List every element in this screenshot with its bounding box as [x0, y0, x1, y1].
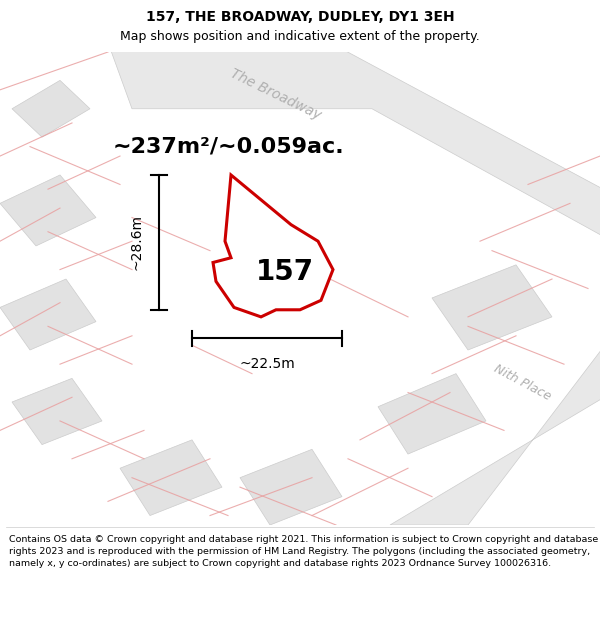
Polygon shape: [378, 374, 486, 454]
Text: 157, THE BROADWAY, DUDLEY, DY1 3EH: 157, THE BROADWAY, DUDLEY, DY1 3EH: [146, 11, 454, 24]
Text: ~28.6m: ~28.6m: [130, 214, 144, 271]
Polygon shape: [120, 440, 222, 516]
Polygon shape: [0, 175, 96, 246]
Polygon shape: [12, 81, 90, 137]
Polygon shape: [12, 378, 102, 444]
Text: 157: 157: [256, 258, 314, 286]
Text: Contains OS data © Crown copyright and database right 2021. This information is : Contains OS data © Crown copyright and d…: [9, 535, 598, 568]
Polygon shape: [108, 42, 600, 241]
Polygon shape: [0, 279, 96, 350]
Polygon shape: [390, 336, 600, 525]
Text: The Broadway: The Broadway: [229, 66, 323, 122]
Text: Map shows position and indicative extent of the property.: Map shows position and indicative extent…: [120, 29, 480, 42]
Text: ~237m²/~0.059ac.: ~237m²/~0.059ac.: [112, 137, 344, 157]
Text: Nith Place: Nith Place: [491, 362, 553, 404]
Polygon shape: [432, 265, 552, 350]
Text: ~22.5m: ~22.5m: [239, 357, 295, 371]
Polygon shape: [240, 449, 342, 525]
